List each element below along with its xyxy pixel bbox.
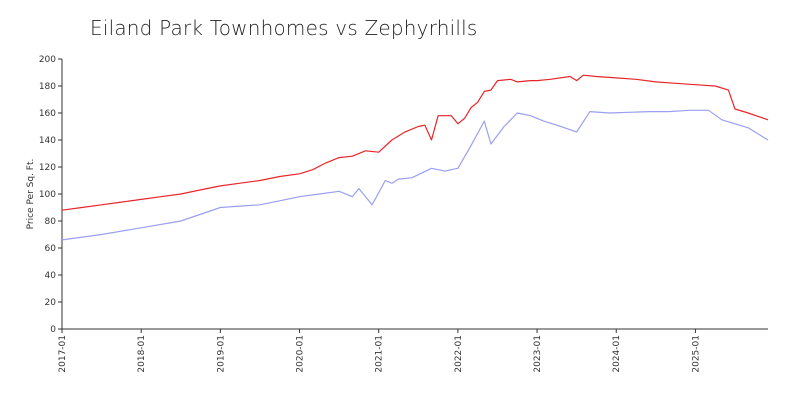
y-tick-label: 60	[45, 244, 57, 254]
x-tick-label: 2023-01	[533, 335, 543, 373]
y-tick-label: 20	[45, 298, 57, 308]
y-tick-label: 160	[39, 109, 56, 119]
series-group	[61, 74, 769, 241]
x-tick-label: 2017-01	[58, 335, 68, 373]
y-tick-label: 0	[50, 325, 56, 335]
x-tick-label: 2024-01	[612, 335, 622, 373]
axes: 0 20 40 60 80 100 120 140 160 180 200 2017-01 2018-0…	[39, 55, 768, 373]
x-tick-label: 2020-01	[296, 335, 306, 373]
x-tick-label: 2025-01	[691, 335, 701, 373]
y-tick-label: 100	[39, 190, 56, 200]
x-tick-label: 2019-01	[216, 335, 226, 373]
x-tick-label: 2018-01	[137, 335, 147, 373]
y-tick-label: 200	[39, 55, 56, 65]
x-tick-label: 2022-01	[454, 335, 464, 373]
y-tick-label: 140	[39, 136, 56, 146]
series-line-1	[61, 74, 769, 211]
y-tick-label: 40	[45, 271, 57, 281]
y-tick-label: 80	[45, 217, 57, 227]
series-line-2	[61, 109, 769, 241]
y-axis-label: Price Per Sq. Ft.	[26, 159, 36, 230]
labels-group: Price Per Sq. Ft.	[26, 159, 36, 230]
y-tick-label: 180	[39, 82, 56, 92]
chart-title: Eiland Park Townhomes vs Zephyrhills	[90, 16, 478, 40]
y-tick-label: 120	[39, 163, 56, 173]
x-tick-label: 2021-01	[375, 335, 385, 373]
